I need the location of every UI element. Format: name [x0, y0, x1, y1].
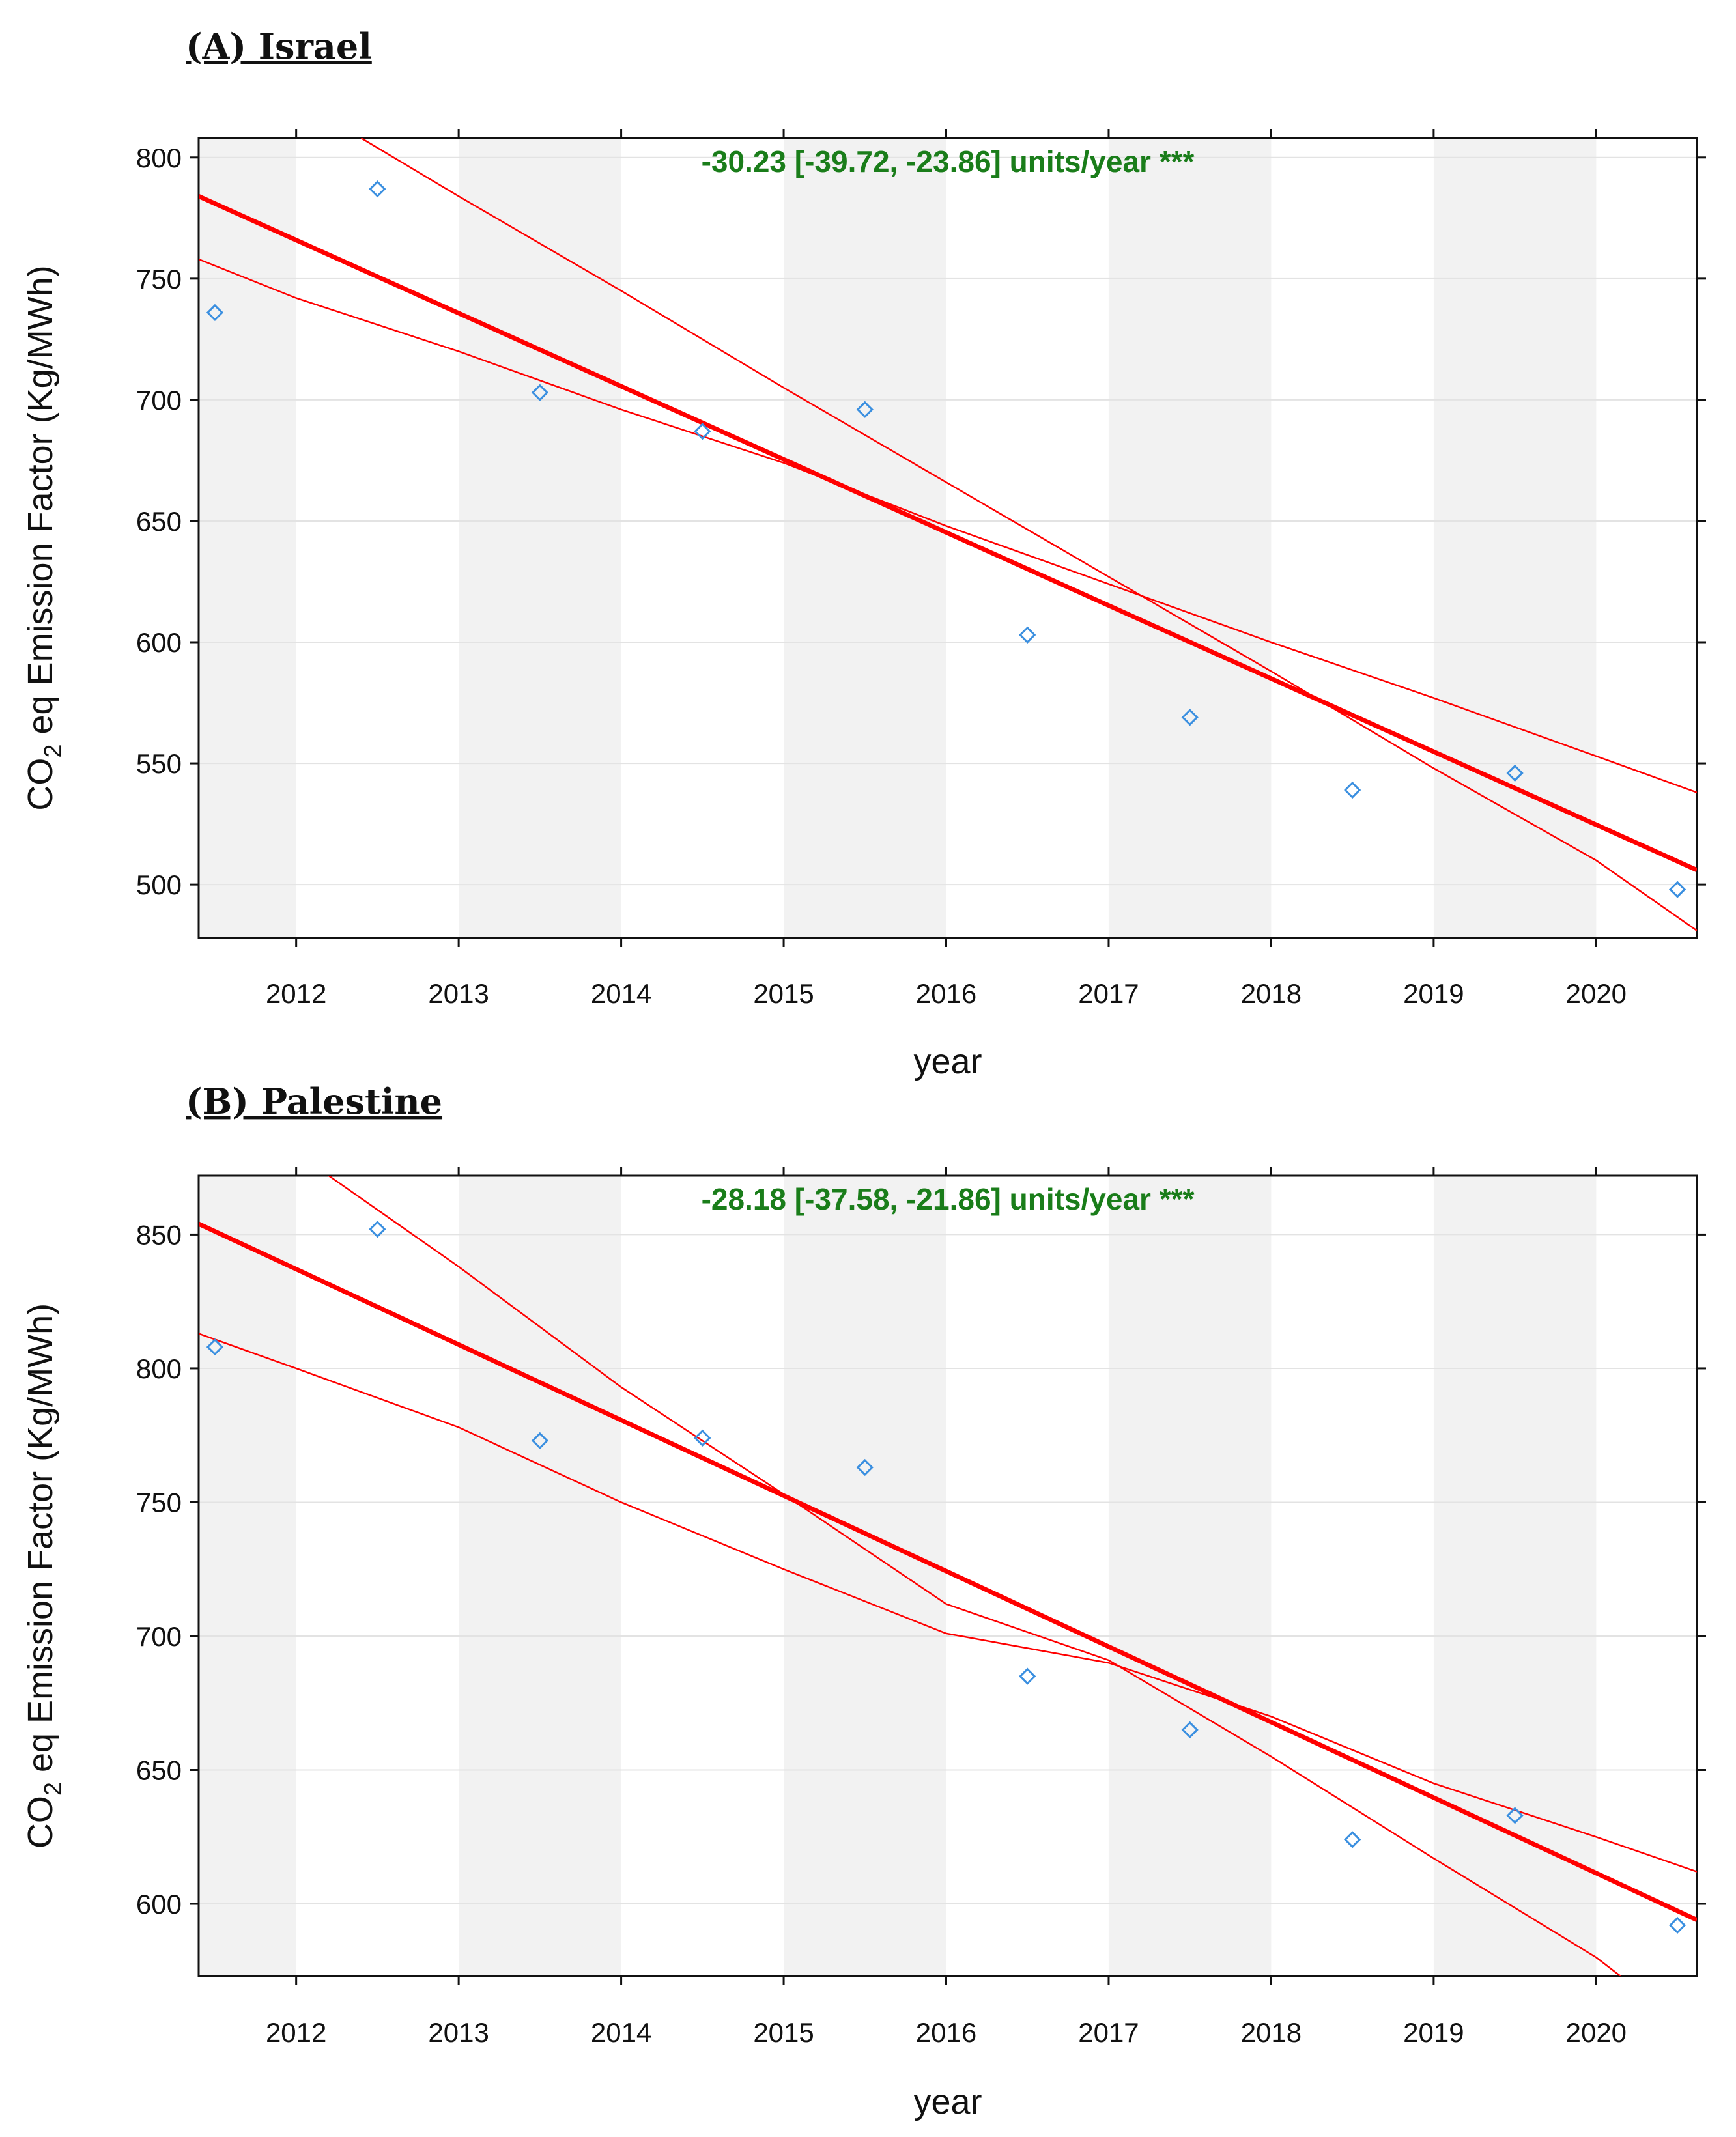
y-tick-label: 550: [136, 748, 182, 779]
ci-lower-line: [360, 138, 1697, 931]
year-band: [459, 138, 621, 938]
year-band: [199, 138, 296, 938]
y-tick-label: 850: [136, 1219, 182, 1250]
data-point: [369, 1221, 386, 1238]
data-point: [531, 1432, 548, 1450]
data-point: [1019, 626, 1036, 644]
x-tick-label: 2020: [1566, 978, 1627, 1009]
chart-panel-1: (B) Palestine 600 650 700 750 800 850 2012 2013 2…: [21, 1081, 1706, 2121]
y-tick-label: 600: [136, 627, 182, 658]
y-tick-label: 700: [136, 385, 182, 416]
y-tick-label: 500: [136, 870, 182, 900]
year-band: [784, 138, 946, 938]
x-tick-label: 2018: [1241, 978, 1302, 1009]
trend-line: [199, 194, 1697, 872]
y-tick-label: 650: [136, 1755, 182, 1786]
data-point: [1181, 1721, 1199, 1738]
ci-upper-line: [199, 258, 1697, 793]
data-point: [1344, 781, 1361, 799]
x-tick-label: 2017: [1078, 2017, 1139, 2048]
year-band: [1433, 1176, 1597, 1976]
ci-upper-line: [199, 1333, 1697, 1873]
panel-title: (A) Israel: [186, 25, 372, 67]
year-band: [1108, 138, 1272, 938]
x-tick-label: 2012: [266, 978, 326, 1009]
data-point: [856, 401, 874, 418]
data-point: [206, 304, 224, 322]
chart-panel-0: (A) Israel 500 550 600 650 700 750 800 2012 2013 2…: [21, 25, 1706, 1081]
x-tick-label: 2019: [1403, 978, 1464, 1009]
x-tick-label: 2019: [1403, 2017, 1464, 2048]
data-point: [1506, 1807, 1524, 1824]
y-axis-title: CO2 eq Emission Factor (Kg/MWh): [21, 1303, 67, 1848]
data-point: [694, 1429, 711, 1447]
y-axis-title-suffix: eq Emission Factor (Kg/MWh): [21, 265, 60, 744]
data-point: [1019, 1667, 1036, 1685]
x-tick-label: 2017: [1078, 978, 1139, 1009]
y-axis-title: CO2 eq Emission Factor (Kg/MWh): [21, 265, 67, 810]
y-tick-label: 800: [136, 1353, 182, 1384]
data-point: [369, 180, 386, 198]
y-axis-title-prefix: CO: [21, 1796, 60, 1848]
x-tick-label: 2020: [1566, 2017, 1627, 2048]
x-tick-label: 2018: [1241, 2017, 1302, 2048]
data-point: [1506, 764, 1524, 782]
year-band: [1108, 1176, 1272, 1976]
year-band: [459, 1176, 621, 1976]
plot-frame: [197, 1174, 1698, 1977]
line-layer: [199, 138, 1697, 931]
year-band: [199, 1176, 296, 1976]
data-point: [1668, 1916, 1686, 1934]
y-tick-label: 600: [136, 1889, 182, 1919]
y-tick-label: 700: [136, 1621, 182, 1652]
data-point: [694, 423, 711, 440]
x-axis-title: year: [913, 1042, 982, 1081]
x-tick-label: 2015: [753, 2017, 814, 2048]
trend-line: [199, 1221, 1697, 1922]
x-tick-label: 2014: [591, 2017, 651, 2048]
x-tick-label: 2015: [753, 978, 814, 1009]
panel-title: (B) Palestine: [186, 1081, 442, 1122]
data-point: [856, 1458, 874, 1477]
data-point: [1344, 1831, 1361, 1848]
x-tick-label: 2013: [428, 978, 489, 1009]
ci-lower-line: [328, 1176, 1621, 1976]
y-tick-label: 650: [136, 506, 182, 537]
data-point: [531, 384, 548, 401]
line-layer: [199, 1176, 1697, 1976]
year-band: [784, 1176, 946, 1976]
y-axis-title-subscript: 2: [40, 744, 67, 758]
x-tick-label: 2013: [428, 2017, 489, 2048]
x-tick-label: 2016: [916, 978, 976, 1009]
plot-frame: [197, 137, 1698, 939]
trend-annotation: -30.23 [-39.72, -23.86] units/year ***: [702, 145, 1195, 178]
data-point: [1668, 881, 1686, 898]
x-tick-label: 2014: [591, 978, 651, 1009]
data-point: [206, 1338, 224, 1356]
y-axis-title-subscript: 2: [40, 1782, 67, 1796]
y-tick-label: 750: [136, 1487, 182, 1518]
y-axis-title-suffix: eq Emission Factor (Kg/MWh): [21, 1303, 60, 1782]
y-axis-title-prefix: CO: [21, 758, 60, 811]
data-point: [1181, 709, 1199, 726]
x-tick-label: 2012: [266, 2017, 326, 2048]
y-tick-label: 750: [136, 264, 182, 294]
year-band: [1433, 138, 1597, 938]
y-tick-label: 800: [136, 143, 182, 173]
x-axis-title: year: [913, 2082, 982, 2121]
trend-annotation: -28.18 [-37.58, -21.86] units/year ***: [702, 1182, 1195, 1216]
x-tick-label: 2016: [916, 2017, 976, 2048]
